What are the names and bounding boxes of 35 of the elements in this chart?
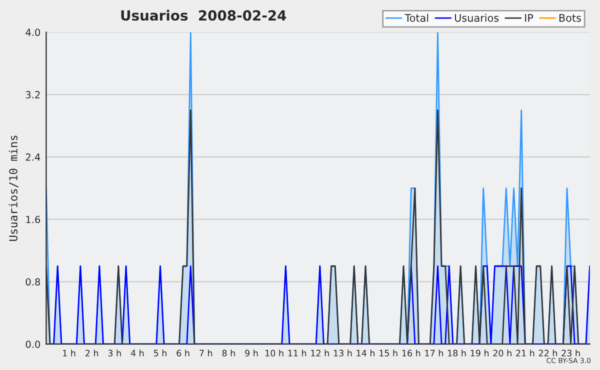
y-tick-label: 1.6	[26, 216, 40, 224]
legend-label: Total	[404, 14, 428, 22]
x-tick-label: 8 h	[222, 350, 235, 356]
legend-label: Usuarios	[454, 14, 499, 22]
x-tick-label: 19 h	[470, 350, 489, 356]
legend-label: Bots	[559, 14, 581, 22]
y-tick-label: 4.0	[26, 28, 40, 36]
x-tick-label: 17 h	[425, 350, 443, 356]
x-tick-label: 10 h	[266, 350, 284, 356]
x-tick-label: 12 h	[311, 350, 329, 356]
x-tick-label: 20 h	[493, 350, 512, 356]
x-tick-label: 22 h	[538, 350, 557, 356]
y-tick-label: 2.4	[26, 153, 40, 161]
x-tick-label: 4 h	[130, 350, 144, 356]
x-tick-label: 2 h	[86, 350, 98, 356]
x-tick-label: 23 h	[562, 350, 580, 356]
y-tick-label: 0.8	[26, 278, 40, 286]
x-tick-label: 6 h	[176, 350, 190, 356]
x-tick-label: 5 h	[154, 350, 166, 356]
x-tick-label: 3 h	[108, 350, 121, 356]
x-tick-label: 18 h	[448, 350, 466, 356]
y-tick-label: 3.2	[26, 91, 40, 98]
x-tick-label: 13 h	[334, 350, 352, 356]
x-tick-label: 1 h	[63, 350, 76, 356]
x-tick-label: 21 h	[516, 350, 534, 356]
x-tick-label: 11 h	[288, 350, 306, 356]
legend-label: IP	[525, 14, 534, 22]
x-tick-label: 7 h	[200, 350, 212, 356]
x-tick-label: 9 h	[245, 350, 258, 356]
chart-title: Usuarios 2008-02-24	[121, 10, 286, 21]
x-tick-label: 16 h	[402, 350, 420, 356]
x-tick-label: 14 h	[356, 350, 375, 356]
y-axis-title: Usuarios/10 mins	[8, 136, 18, 241]
x-tick-label: 15 h	[380, 350, 398, 356]
y-tick-label: 0.0	[26, 340, 40, 348]
